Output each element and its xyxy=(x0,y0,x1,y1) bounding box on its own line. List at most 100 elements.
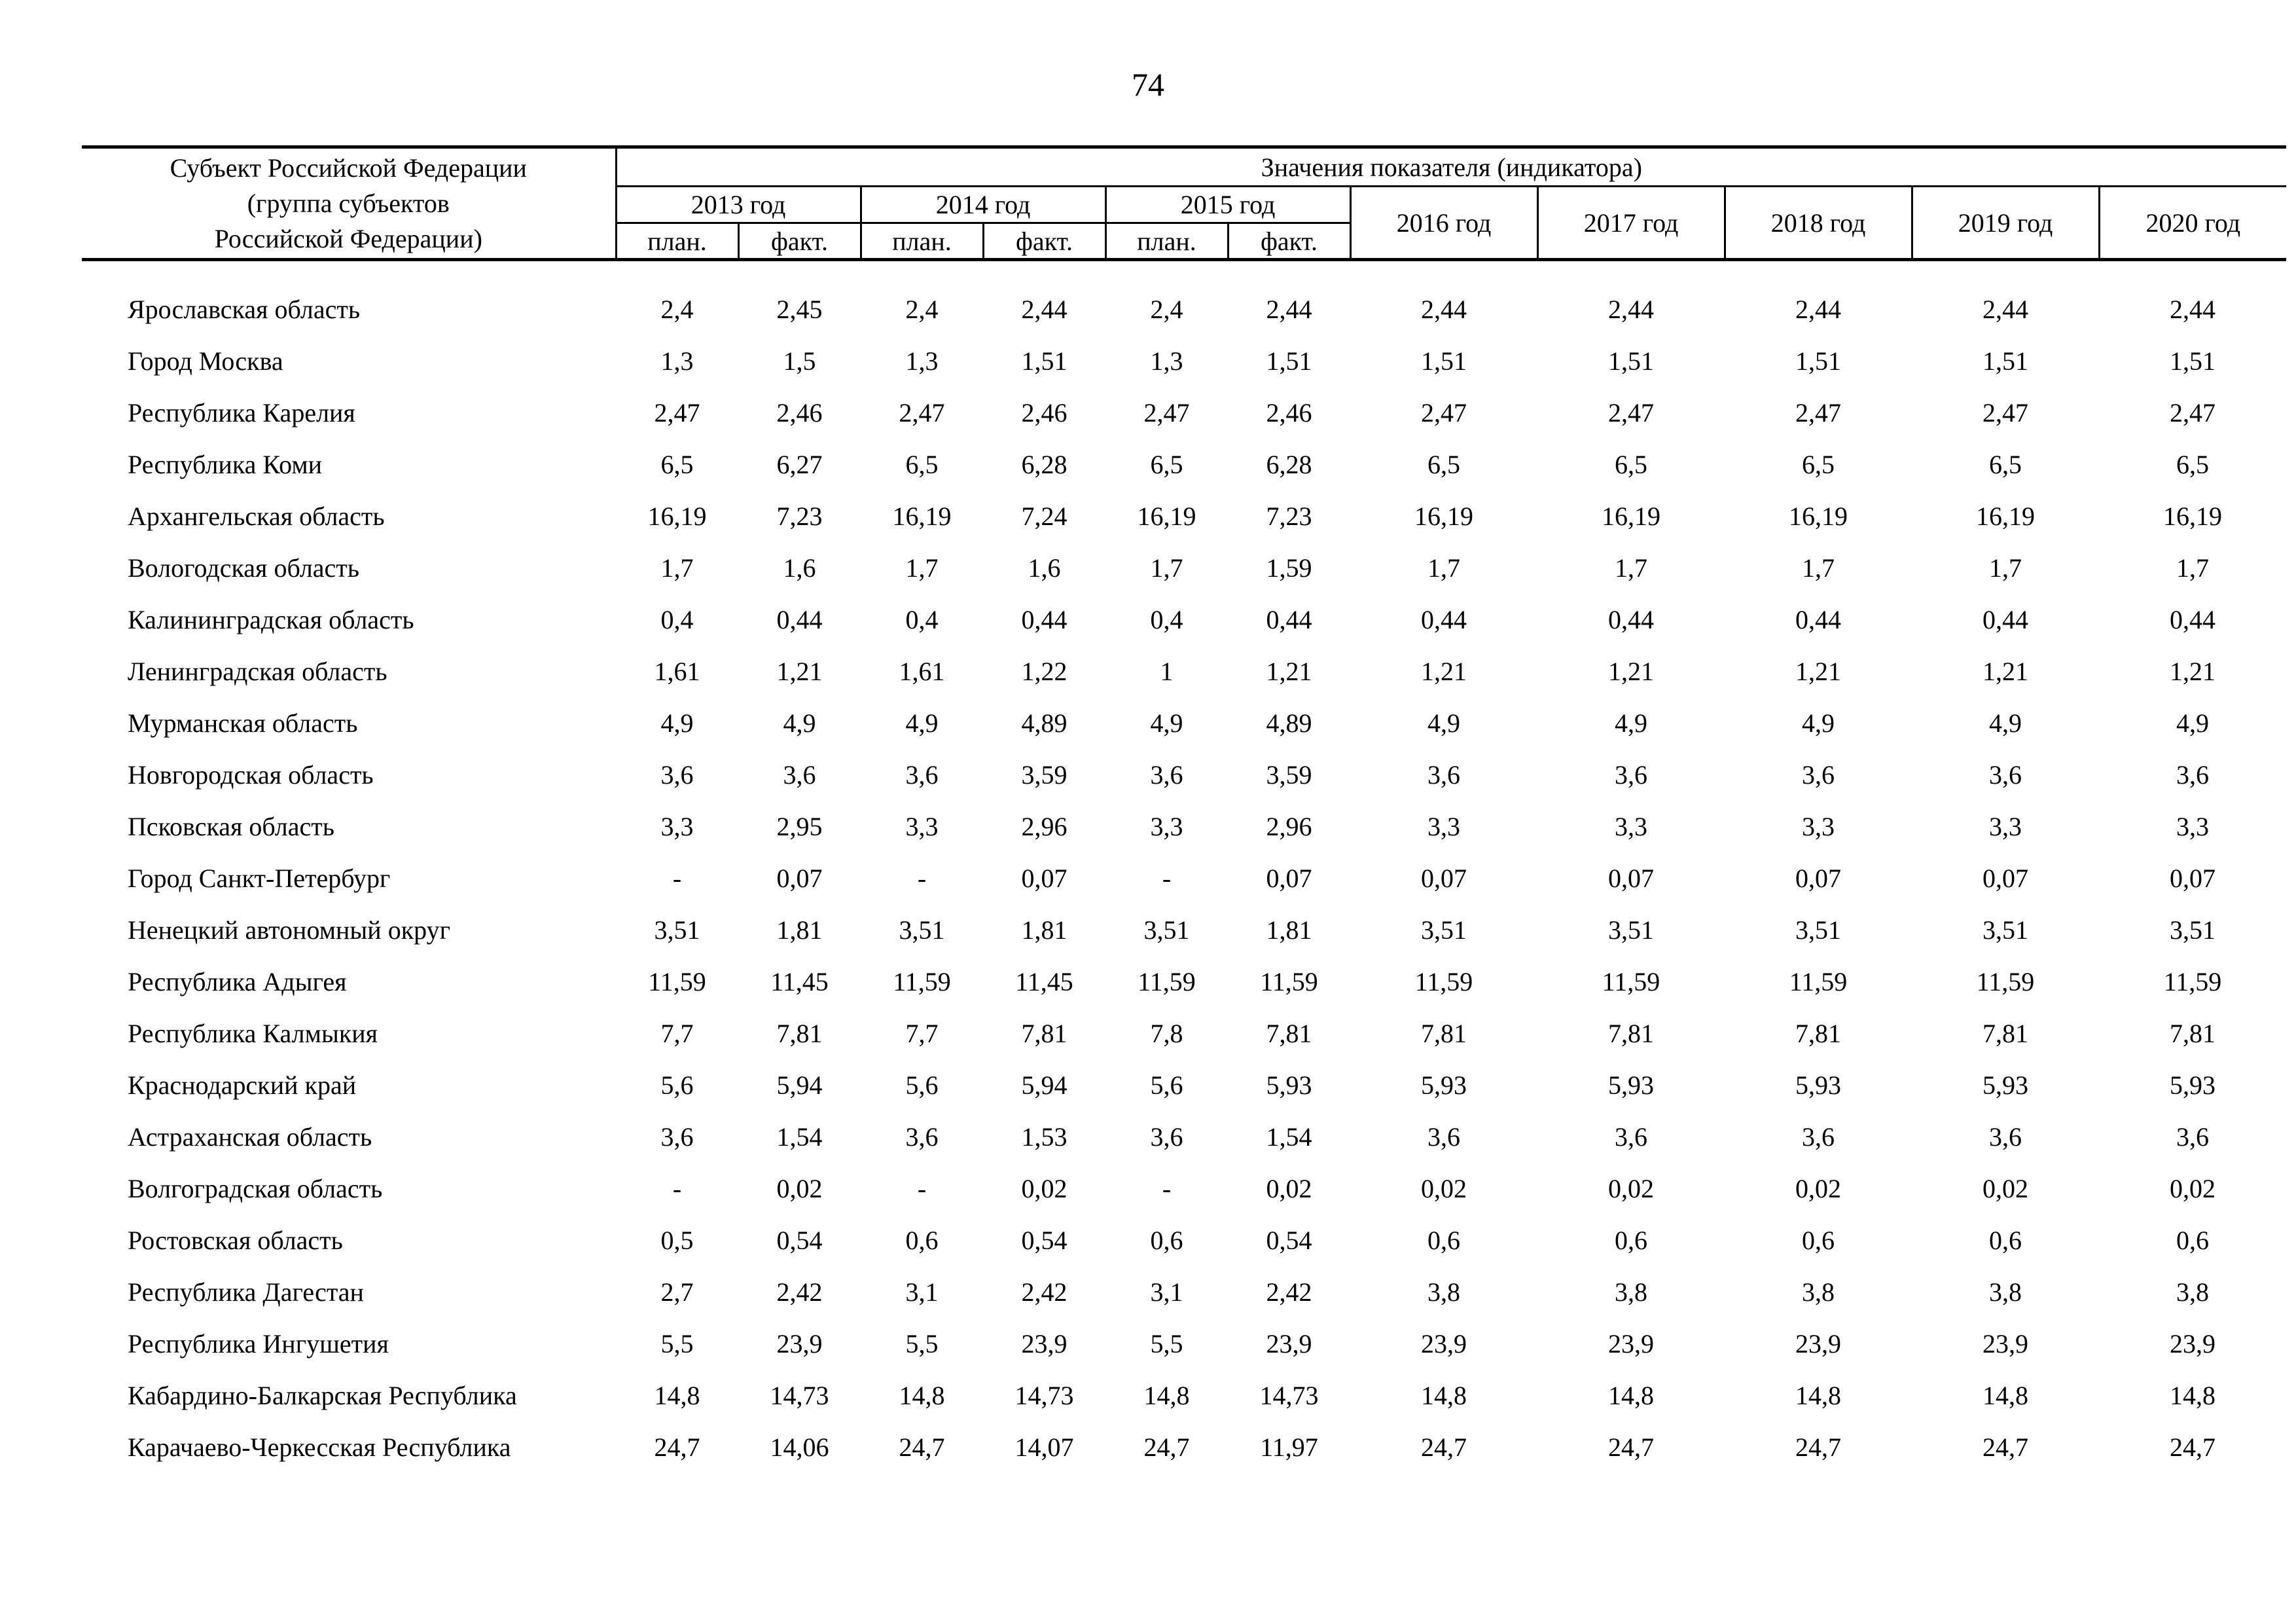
value-cell: 6,5 xyxy=(1150,450,1183,479)
value-cell: 7,7 xyxy=(660,1019,694,1048)
value-cell: 2,7 xyxy=(660,1277,694,1307)
value-cell: 0,44 xyxy=(1021,605,1067,634)
table-row: Краснодарский край 5,6 5,94 5,6 5,94 5,6 5,93 5… xyxy=(82,1059,2286,1111)
value-cell: 3,51 xyxy=(1421,915,1467,945)
value-cell: 1,3 xyxy=(660,346,694,376)
year-group-2015: 2015 год xyxy=(1104,186,1352,224)
value-cell: 0,07 xyxy=(1266,864,1312,893)
region-name-cell: Карачаево-Черкесская Республика xyxy=(128,1432,511,1462)
value-cell: 0,6 xyxy=(905,1226,939,1255)
value-cell: 3,6 xyxy=(905,1122,939,1152)
value-cell: - xyxy=(672,1174,682,1203)
value-cell: 2,44 xyxy=(2170,295,2216,324)
value-cell: 11,59 xyxy=(1260,967,1318,996)
value-cell: 2,47 xyxy=(654,398,700,428)
value-cell: 24,7 xyxy=(1143,1432,1190,1462)
value-cell: 2,4 xyxy=(660,295,694,324)
value-cell: 2,44 xyxy=(1021,295,1067,324)
value-cell: 1,7 xyxy=(660,553,694,583)
value-cell: 2,95 xyxy=(776,812,823,841)
table-row: Волгоградская область - 0,02 - 0,02 - 0,02 0,02… xyxy=(82,1163,2286,1214)
region-name-cell: Ленинградская область xyxy=(128,657,387,686)
value-cell: 2,44 xyxy=(1266,295,1312,324)
value-cell: 3,6 xyxy=(905,760,939,790)
subject-column-header: Субъект Российской Федерации (группа суб… xyxy=(82,147,617,261)
value-cell: 16,19 xyxy=(647,501,707,531)
value-cell: 0,02 xyxy=(1021,1174,1067,1203)
value-cell: 2,47 xyxy=(1421,398,1467,428)
value-cell: 24,7 xyxy=(1982,1432,2028,1462)
region-name-cell: Республика Карелия xyxy=(128,398,355,428)
subject-header-line: Субъект Российской Федерации xyxy=(170,153,527,183)
region-name-cell: Калининградская область xyxy=(128,605,414,634)
value-cell: 3,6 xyxy=(660,760,694,790)
value-cell: 7,8 xyxy=(1150,1019,1183,1048)
value-cell: 3,6 xyxy=(1615,1122,1647,1152)
value-cell: 1,7 xyxy=(1615,553,1647,583)
value-cell: 23,9 xyxy=(1608,1329,1654,1359)
value-cell: 0,54 xyxy=(1266,1226,1312,1255)
region-name-cell: Вологодская область xyxy=(128,553,360,583)
value-cell: 3,3 xyxy=(1427,812,1460,841)
value-cell: 1,81 xyxy=(1266,915,1312,945)
value-cell: 1,51 xyxy=(1982,346,2028,376)
value-cell: 0,44 xyxy=(1982,605,2028,634)
region-name-cell: Ярославская область xyxy=(128,295,361,324)
fact-subheader-2015: факт. xyxy=(1227,223,1350,261)
table-row: Архангельская область 16,19 7,23 16,19 7,24 1… xyxy=(82,490,2286,542)
plan-subheader-2014: план. xyxy=(859,223,983,261)
value-cell: 4,9 xyxy=(783,708,816,738)
value-cell: 7,81 xyxy=(2170,1019,2216,1048)
value-cell: 1,21 xyxy=(1266,657,1312,686)
value-cell: 4,9 xyxy=(1150,708,1183,738)
value-cell: 1,7 xyxy=(1150,553,1183,583)
value-cell: 1,7 xyxy=(1427,553,1460,583)
value-cell: 3,51 xyxy=(1795,915,1841,945)
table-row: Вологодская область 1,7 1,6 1,7 1,6 1,7 1,59 1,… xyxy=(82,542,2286,594)
table-row: Республика Ингушетия 5,5 23,9 5,5 23,9 5,5 23,… xyxy=(82,1318,2286,1370)
value-cell: 3,51 xyxy=(1982,915,2028,945)
value-cell: 0,44 xyxy=(1266,605,1312,634)
value-cell: 5,6 xyxy=(1150,1070,1183,1100)
value-cell: 2,42 xyxy=(1021,1277,1067,1307)
value-cell: 3,3 xyxy=(1150,812,1183,841)
value-cell: 1,54 xyxy=(1266,1122,1312,1152)
value-cell: 3,51 xyxy=(2170,915,2216,945)
plan-subheader-2013: план. xyxy=(616,223,738,261)
region-name-cell: Мурманская область xyxy=(128,708,358,738)
value-cell: 14,8 xyxy=(1143,1381,1190,1410)
value-cell: 0,44 xyxy=(776,605,823,634)
value-cell: 23,9 xyxy=(1266,1329,1312,1359)
value-cell: 0,6 xyxy=(1802,1226,1835,1255)
value-cell: 0,44 xyxy=(1421,605,1467,634)
value-cell: 14,8 xyxy=(1608,1381,1654,1410)
value-cell: 5,93 xyxy=(1608,1070,1654,1100)
fact-subheader-2013: факт. xyxy=(737,223,861,261)
region-name-cell: Республика Адыгея xyxy=(128,967,347,996)
value-cell: 23,9 xyxy=(1021,1329,1067,1359)
value-cell: 7,81 xyxy=(1266,1019,1312,1048)
value-cell: 3,6 xyxy=(2176,1122,2210,1152)
value-cell: 1,7 xyxy=(1802,553,1835,583)
value-cell: 1,21 xyxy=(1795,657,1841,686)
plan-subheader-2015: план. xyxy=(1104,223,1228,261)
value-cell: 2,47 xyxy=(1982,398,2028,428)
value-cell: 3,59 xyxy=(1266,760,1312,790)
table-row: Ненецкий автономный округ 3,51 1,81 3,51 1,8… xyxy=(82,904,2286,956)
value-cell: 0,02 xyxy=(1421,1174,1467,1203)
value-cell: 3,3 xyxy=(905,812,939,841)
value-cell: 4,9 xyxy=(660,708,694,738)
table-row: Республика Коми 6,5 6,27 6,5 6,28 6,5 6,28 6,5 6… xyxy=(82,439,2286,490)
value-cell: 1,81 xyxy=(776,915,823,945)
value-cell: 3,8 xyxy=(1427,1277,1460,1307)
value-cell: 2,47 xyxy=(1608,398,1654,428)
value-cell: 2,47 xyxy=(2170,398,2216,428)
value-cell: 14,8 xyxy=(1982,1381,2028,1410)
value-cell: 11,59 xyxy=(2163,967,2222,996)
value-cell: 11,59 xyxy=(1138,967,1196,996)
value-cell: 4,9 xyxy=(905,708,939,738)
table-row: Ленинградская область 1,61 1,21 1,61 1,22 1 1,… xyxy=(82,646,2286,697)
value-cell: 3,6 xyxy=(1150,760,1183,790)
value-cell: 2,45 xyxy=(776,295,823,324)
